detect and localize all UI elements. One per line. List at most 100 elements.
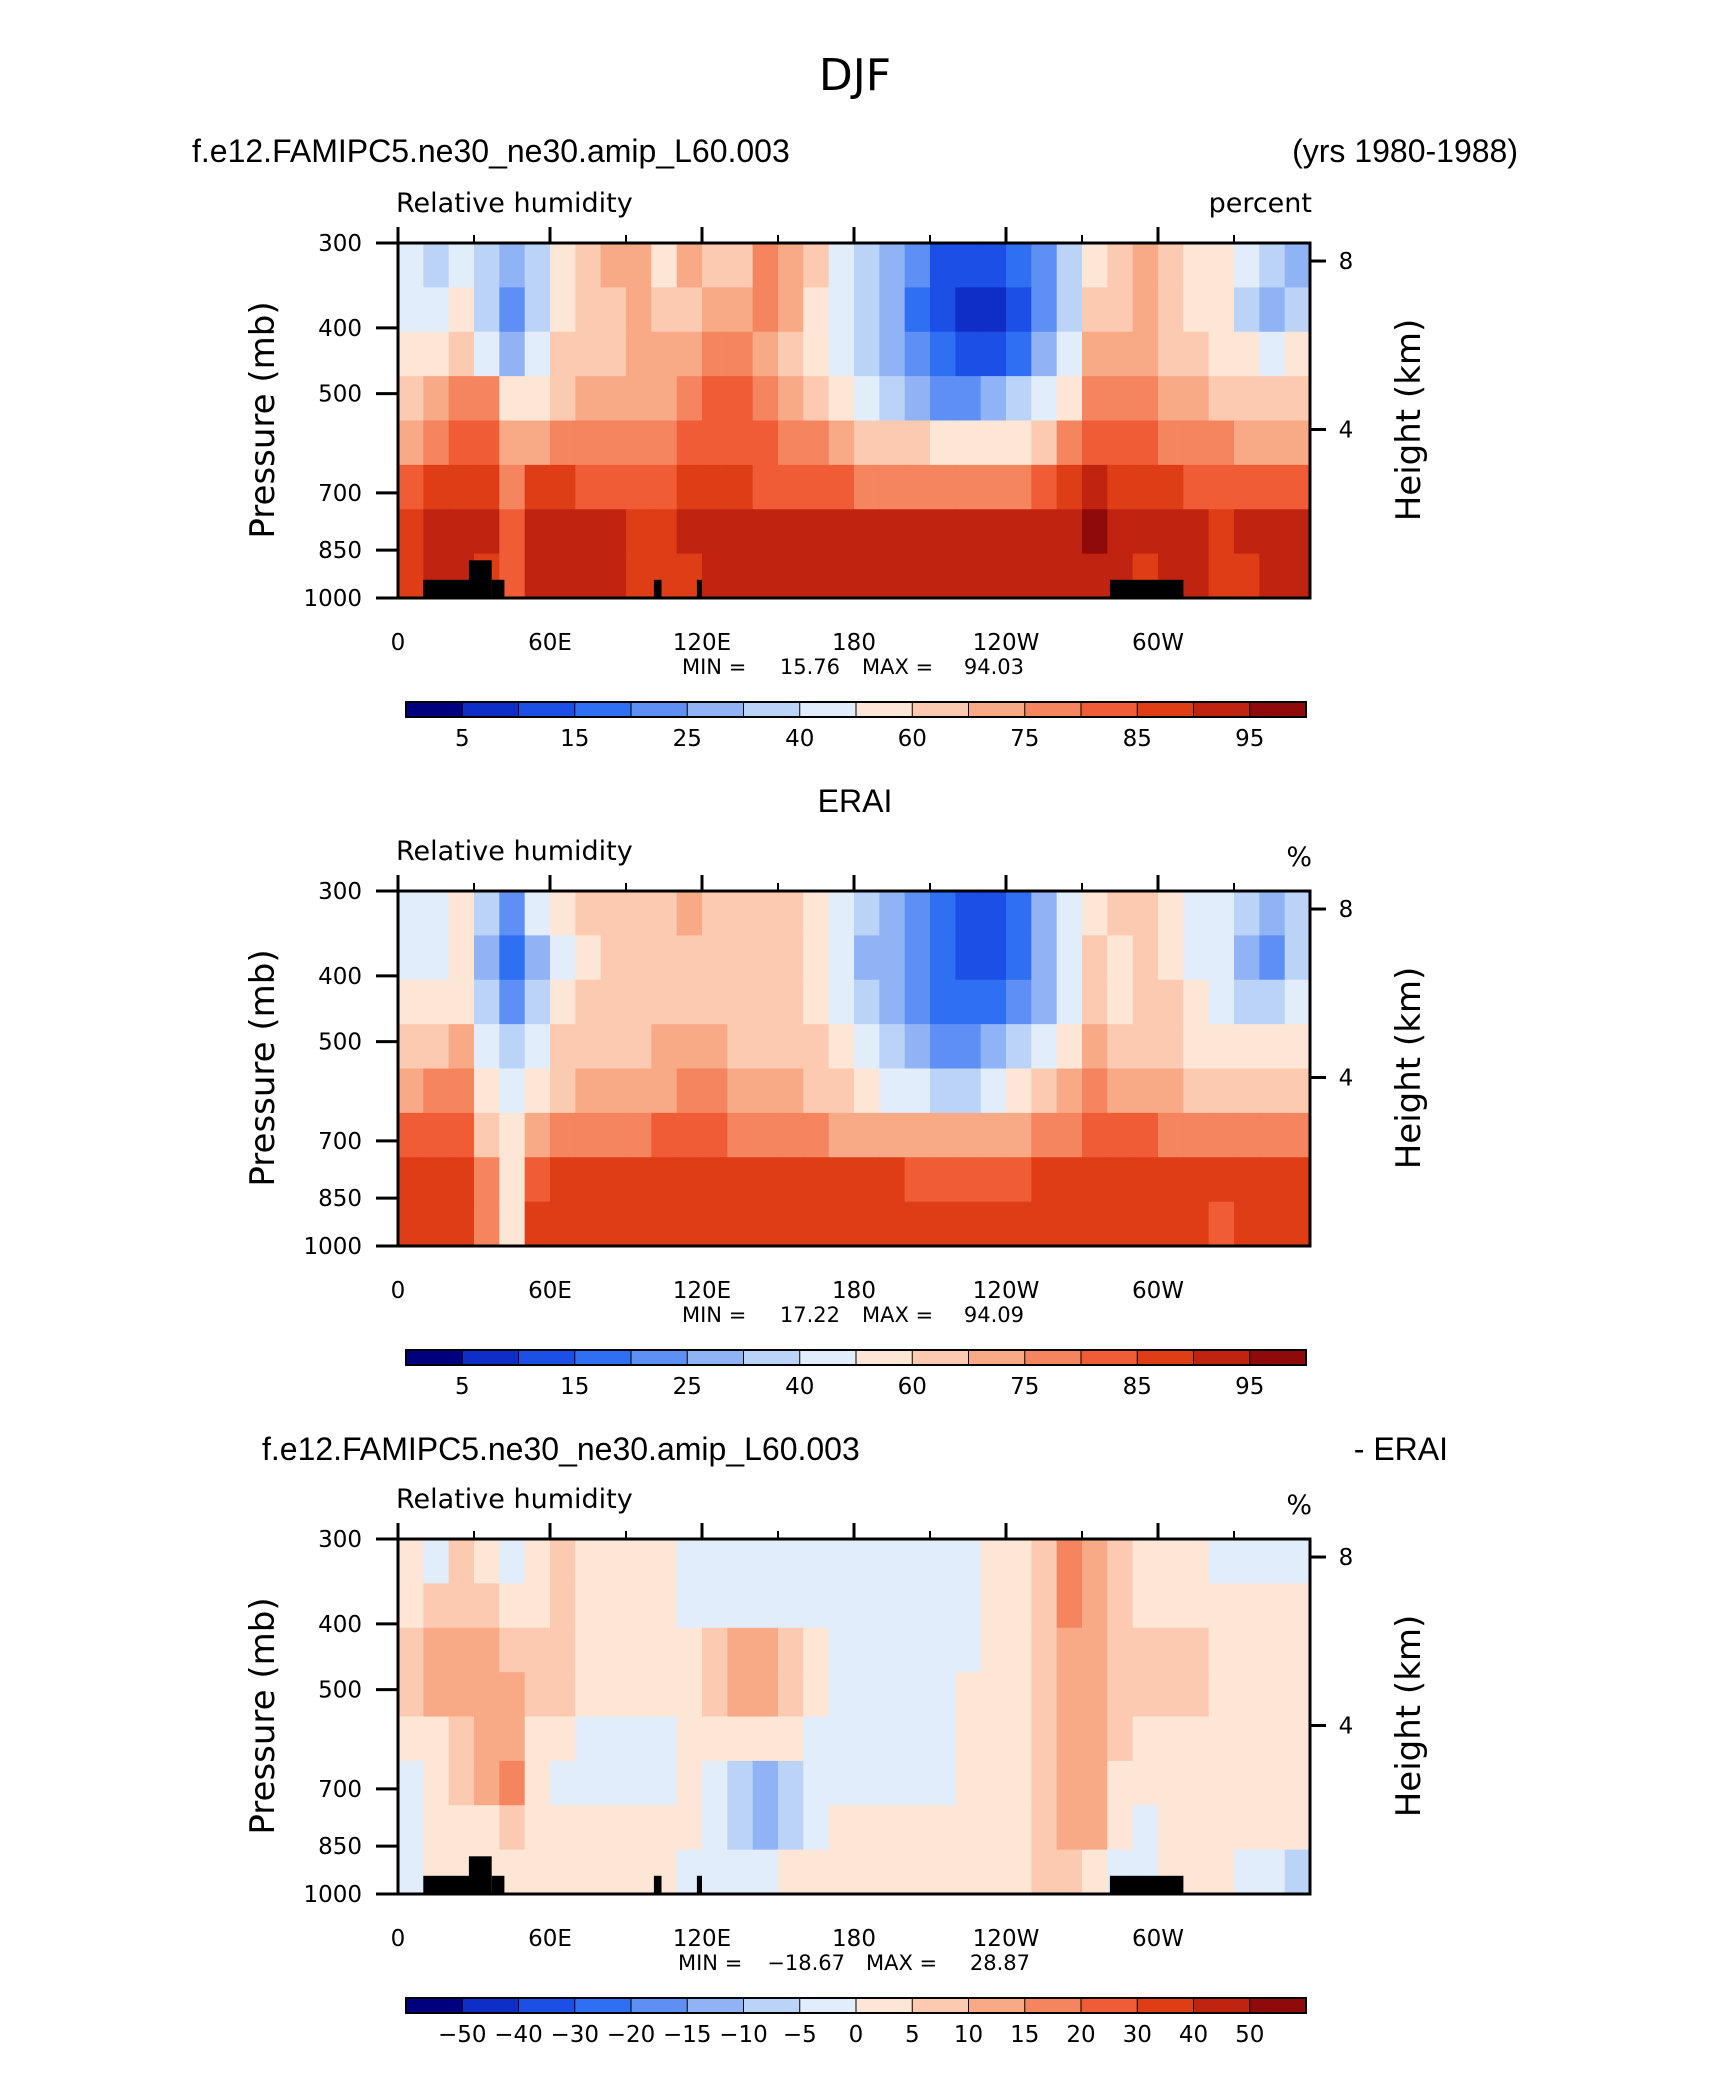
heatmap-cell [828,1583,855,1629]
heatmap-cell [1006,1583,1032,1629]
heatmap-cell [930,1024,956,1070]
heatmap-cell [1107,509,1134,555]
heatmap-cell [1234,935,1260,981]
heatmap-cell [550,891,576,936]
heatmap-cell [1259,1672,1286,1718]
heatmap-cell [778,1068,804,1114]
heatmap-cell [1056,891,1083,936]
heatmap-cell [879,464,906,510]
heatmap-cell [803,287,830,333]
heatmap-cell [803,1024,830,1070]
heatmap-cell [676,376,703,422]
heatmap-cell [398,331,424,377]
heatmap-cell [1284,979,1311,1025]
heatmap-cell [854,1583,880,1629]
land-mask [423,560,1184,598]
heatmap-cell [980,1024,1007,1070]
heatmap-cell [1031,1068,1058,1114]
heatmap-cell [1284,1805,1311,1851]
heatmap-cell [955,1627,982,1673]
heatmap-cell [955,1849,982,1895]
heatmap-cell [930,464,956,510]
heatmap-cell [499,509,526,555]
heatmap-cell [1107,1672,1134,1718]
heatmap-cell [600,1716,627,1762]
heatmap-cell [752,1849,779,1895]
heatmap-cell [575,376,602,422]
heatmap-cell [398,935,424,981]
heatmap-cell [1234,509,1260,555]
heatmap-cell [828,464,855,510]
heatmap-cell [1031,1201,1058,1247]
land-block [653,579,662,598]
heatmap-cell [1006,1068,1032,1114]
heatmap-cell [1158,420,1184,466]
heatmap-cell [1284,331,1311,377]
heatmap-cell [727,1024,754,1070]
heatmap-cell [1056,1068,1083,1114]
heatmap-cell [1082,1157,1108,1203]
heatmap-cell [727,1201,754,1247]
heatmap-cell [1208,1112,1235,1158]
heatmap-cell [600,1849,627,1895]
colorbar-label: 5 [455,726,470,752]
heatmap-cell [1234,1024,1260,1070]
heatmap-cell [1208,1024,1235,1070]
heatmap-cell [702,1201,728,1247]
heatmap-cell [398,1672,424,1718]
heatmap-cell [1259,376,1286,422]
heatmap-cell [904,331,931,377]
heatmap-cell [1056,420,1083,466]
heatmap-cell [1183,1583,1210,1629]
heatmap-cell [980,464,1007,510]
heatmap-cell [550,509,576,555]
heatmap-cell [904,464,931,510]
heatmap-cell [828,376,855,422]
heatmap-cell [575,935,602,981]
heatmap-cell [626,1539,652,1584]
colorbar-swatch [968,701,1026,718]
heatmap-cell [955,1583,982,1629]
heatmap-cell [904,287,931,333]
heatmap-cell [626,420,652,466]
colorbar-swatch [1249,1349,1307,1366]
heatmap-cell [1056,1201,1083,1247]
heatmap-cell [904,1157,931,1203]
heatmap-cell [1056,376,1083,422]
panel-header-center: ERAI [818,783,893,819]
heatmap-cell [727,464,754,510]
heatmap-cell [727,1627,754,1673]
heatmap-cell [1006,1849,1032,1895]
heatmap-cell [448,1805,475,1851]
heatmap-cell [1158,243,1184,288]
heatmap-cell [803,509,830,555]
heatmap-cell [499,1068,526,1114]
heatmap-cell [904,1849,931,1895]
heatmap-cell [474,1539,500,1584]
heatmap-cell [524,1672,551,1718]
colorbar-label: 85 [1123,726,1152,752]
heatmap-cell [702,509,728,555]
y-right-tick-label: 4 [1339,1714,1354,1740]
colorbar-label: 60 [898,726,927,752]
heatmap-cell [474,1627,500,1673]
heatmap-cell [727,1672,754,1718]
heatmap-cell [1158,1672,1184,1718]
heatmap-cell [828,1716,855,1762]
x-tick-label: 60W [1132,1926,1184,1952]
heatmap-cell [550,1068,576,1114]
colorbar-swatch [574,701,632,718]
heatmap-cell [1006,1024,1032,1070]
heatmap-cell [626,376,652,422]
heatmap-cell [1284,1716,1311,1762]
heatmap-cell [423,287,450,333]
heatmap-cell [752,287,779,333]
heatmap-cell [930,509,956,555]
heatmap-cell [930,891,956,936]
colorbar-label: 25 [673,1374,702,1400]
colorbar-swatch [1249,1997,1307,2014]
heatmap-cell [1183,331,1210,377]
heatmap-cell [727,553,754,599]
heatmap-cell [778,331,804,377]
